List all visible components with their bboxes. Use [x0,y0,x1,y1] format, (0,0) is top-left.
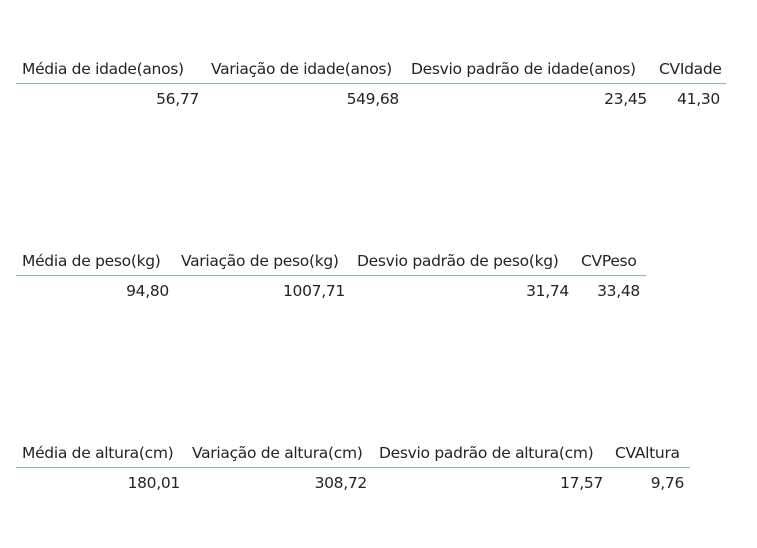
value-media-peso: 94,80 [126,282,169,300]
column-header-desvio-altura[interactable]: Desvio padrão de altura(cm) [379,443,594,462]
value-media-idade: 56,77 [156,90,199,108]
value-media-altura: 180,01 [127,474,181,492]
column-header-desvio-peso[interactable]: Desvio padrão de peso(kg) [357,251,559,270]
column-header-variacao-idade[interactable]: Variação de idade(anos) [211,59,392,78]
column-header-media-idade[interactable]: Média de idade(anos) [22,59,184,78]
value-cvaltura: 9,76 [650,474,685,492]
column-header-cvidade[interactable]: CVIdade [659,59,722,78]
table-row: 94,80 1007,71 31,74 33,48 [16,276,646,306]
column-header-media-altura[interactable]: Média de altura(cm) [22,443,174,462]
table-row: 56,77 549,68 23,45 41,30 [16,84,726,114]
value-desvio-idade: 23,45 [604,90,647,108]
value-variacao-idade: 549,68 [346,90,400,108]
table-header-row: Média de peso(kg) Variação de peso(kg) D… [16,246,646,276]
table-header-row: Média de idade(anos) Variação de idade(a… [16,54,726,84]
column-header-media-peso[interactable]: Média de peso(kg) [22,251,161,270]
column-header-variacao-peso[interactable]: Variação de peso(kg) [181,251,339,270]
table-idade: Média de idade(anos) Variação de idade(a… [16,54,726,114]
value-cvpeso: 33,48 [597,282,640,300]
table-altura: Média de altura(cm) Variação de altura(c… [16,438,690,498]
column-header-cvpeso[interactable]: CVPeso [581,251,637,270]
value-desvio-peso: 31,74 [526,282,569,300]
column-header-variacao-altura[interactable]: Variação de altura(cm) [192,443,363,462]
table-peso: Média de peso(kg) Variação de peso(kg) D… [16,246,646,306]
table-header-row: Média de altura(cm) Variação de altura(c… [16,438,690,468]
value-desvio-altura: 17,57 [560,474,603,492]
column-header-cvaltura[interactable]: CVAltura [615,443,680,462]
value-variacao-peso: 1007,71 [283,282,345,300]
table-row: 180,01 308,72 17,57 9,76 [16,468,690,498]
column-header-desvio-idade[interactable]: Desvio padrão de idade(anos) [411,59,636,78]
value-cvidade: 41,30 [677,90,720,108]
value-variacao-altura: 308,72 [314,474,368,492]
